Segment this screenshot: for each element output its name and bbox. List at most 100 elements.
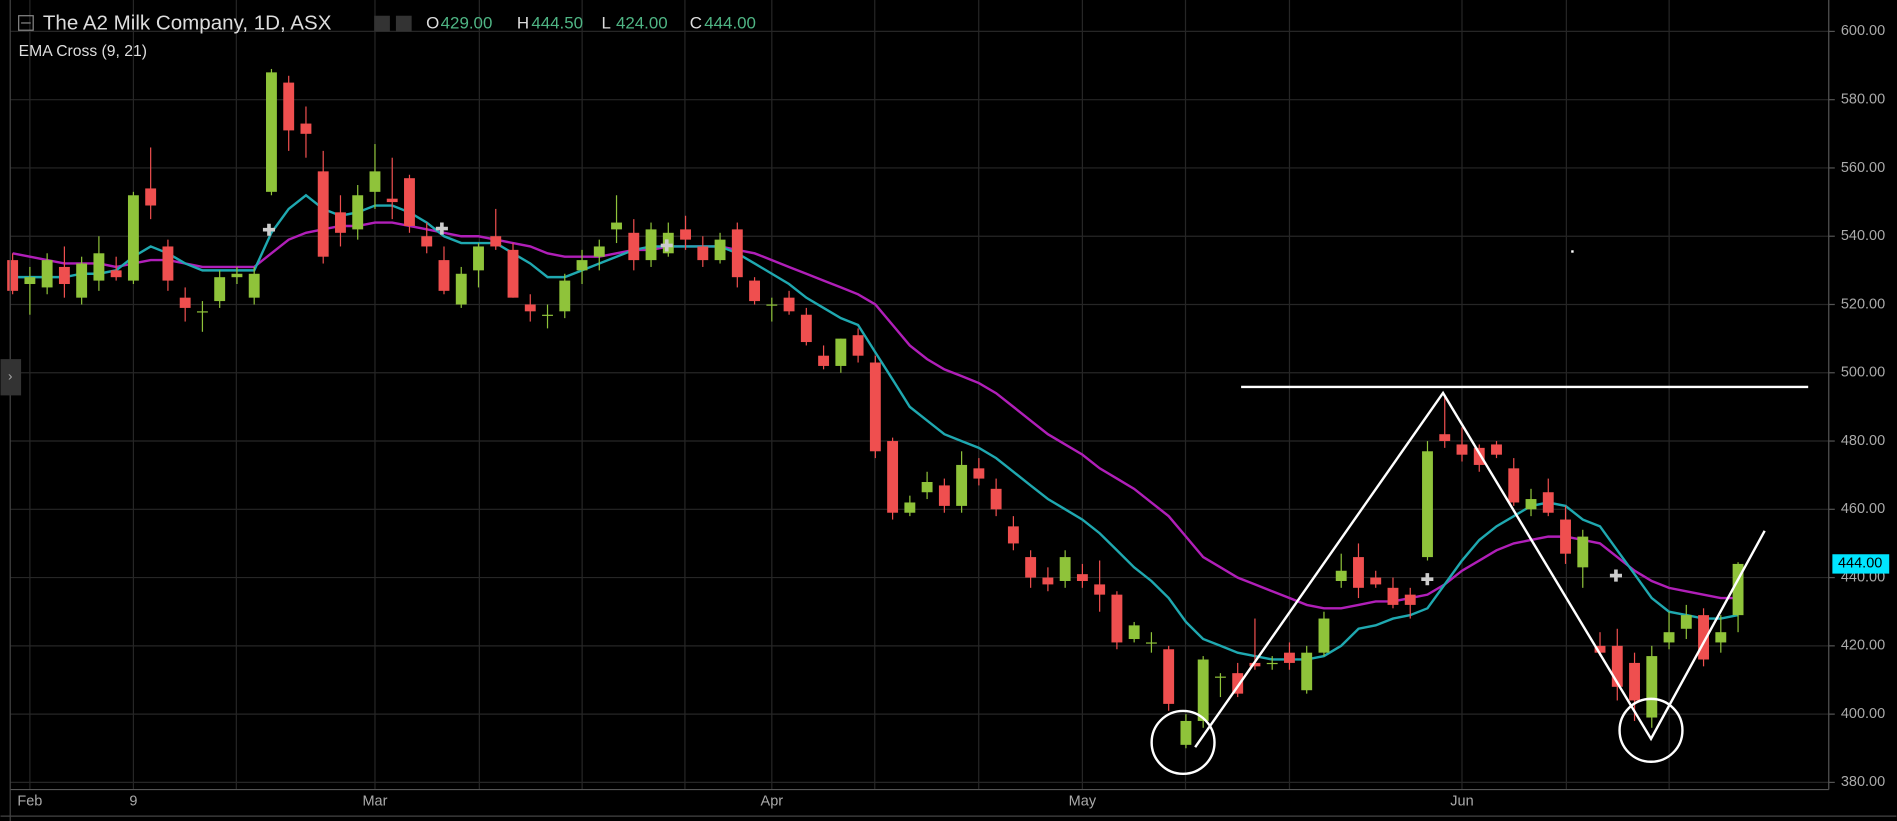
candle-body: [1732, 563, 1744, 616]
y-tick-label: 420.00: [1841, 638, 1885, 654]
candle-body: [283, 82, 295, 131]
indicator-title: EMA Cross (9, 21): [19, 43, 147, 60]
y-tick-label: 380.00: [1841, 774, 1885, 790]
candle-body: [1611, 645, 1623, 687]
candle-body: [438, 260, 450, 291]
candle-body: [1094, 584, 1106, 595]
x-tick-label: Feb: [17, 793, 42, 809]
candle-body: [1456, 444, 1468, 455]
candle-body: [41, 260, 53, 288]
candle-body: [990, 488, 1002, 510]
chart-title: The A2 Milk Company, 1D, ASX: [43, 12, 332, 35]
drawings: [1150, 250, 1809, 776]
candle-body: [386, 198, 398, 203]
candle-body: [179, 297, 191, 308]
candle-body: [835, 338, 847, 366]
candle-body: [938, 485, 950, 506]
candle-body: [1214, 676, 1226, 678]
side-tab-icon: ›: [8, 369, 12, 384]
candle-body: [714, 239, 726, 261]
candle-body: [490, 236, 502, 247]
vertical-grid: [235, 0, 1670, 790]
y-tick-label: 460.00: [1841, 501, 1885, 517]
eye-icon[interactable]: [374, 15, 390, 32]
candle-body: [1145, 642, 1157, 644]
candle-body: [1128, 625, 1140, 640]
candle-body: [783, 297, 795, 312]
candle-body: [1284, 652, 1295, 663]
ema-slow-line: [12, 221, 1739, 610]
candle-body: [162, 246, 174, 281]
y-tick-label: 540.00: [1841, 228, 1885, 244]
x-tick-label: Apr: [761, 793, 784, 809]
candle-body: [1404, 594, 1416, 605]
candle-body: [1180, 720, 1192, 745]
dot: [1571, 250, 1574, 253]
candle-body: [266, 72, 277, 192]
candle-body: [127, 195, 139, 281]
candle-body: [1680, 615, 1692, 629]
candle-body: [559, 280, 571, 312]
candle-body: [404, 178, 415, 226]
ema-fast-line: [12, 193, 1739, 661]
candle-body: [317, 171, 329, 257]
candle-body: [1508, 468, 1520, 503]
y-tick-label: 400.00: [1841, 706, 1885, 722]
w-pattern: [1194, 390, 1766, 748]
candle-body: [248, 273, 260, 298]
candle-body: [1025, 557, 1037, 578]
candle-body: [1646, 656, 1658, 718]
settings-icon[interactable]: [395, 15, 412, 32]
candle-body: [1111, 594, 1123, 643]
y-tick-label: 520.00: [1841, 296, 1885, 312]
candle-body: [421, 236, 433, 247]
candle-body: [1353, 557, 1364, 588]
candle-body: [93, 253, 105, 281]
ohlc-value: 444.00: [704, 14, 756, 33]
candle-body: [196, 311, 208, 313]
candle-body: [1059, 557, 1071, 581]
x-tick-label: Mar: [362, 793, 387, 809]
candle-body: [231, 273, 243, 278]
y-tick-label: 480.00: [1841, 433, 1885, 449]
candle-body: [335, 212, 346, 233]
candle-body: [1525, 499, 1537, 510]
candle-body: [1422, 451, 1433, 558]
candle-body: [731, 229, 743, 278]
cross-marker: [262, 222, 1622, 586]
candle-body: [1266, 662, 1278, 665]
candle-body: [697, 246, 709, 261]
candle-body: [576, 260, 588, 271]
bottom-circle: [1150, 709, 1216, 776]
candle-body: [766, 304, 778, 306]
candle-body: [76, 263, 88, 298]
candle-body: [921, 481, 933, 493]
candle-body: [24, 277, 36, 285]
crossover-markers: [262, 222, 1622, 586]
side-tab[interactable]: [0, 359, 22, 396]
x-tick-label: May: [1069, 793, 1097, 809]
ohlc-letter: L: [601, 14, 610, 33]
x-tick-label: 9: [129, 793, 137, 809]
candle-body: [887, 441, 899, 513]
candle-body: [369, 171, 381, 192]
candle-body: [1232, 673, 1244, 694]
candle-body: [904, 502, 916, 513]
candle-body: [1197, 659, 1209, 721]
ohlc-letter: C: [690, 14, 702, 33]
ohlc-header: O 429.00 H 444.50 L 424.00 C 444.00: [426, 14, 756, 33]
y-tick-label: 580.00: [1841, 92, 1885, 108]
candle-body: [1335, 570, 1347, 581]
ohlc-letter: O: [426, 14, 439, 33]
candle-body: [473, 246, 484, 271]
candle-body: [1007, 526, 1019, 544]
y-tick-label: 500.00: [1841, 365, 1885, 381]
candle-body: [869, 362, 881, 452]
candle-body: [1387, 587, 1399, 605]
candle-body: [352, 195, 364, 230]
candle-body: [7, 260, 19, 291]
candle-body: [524, 304, 536, 312]
collapse-icon[interactable]: [18, 15, 34, 31]
